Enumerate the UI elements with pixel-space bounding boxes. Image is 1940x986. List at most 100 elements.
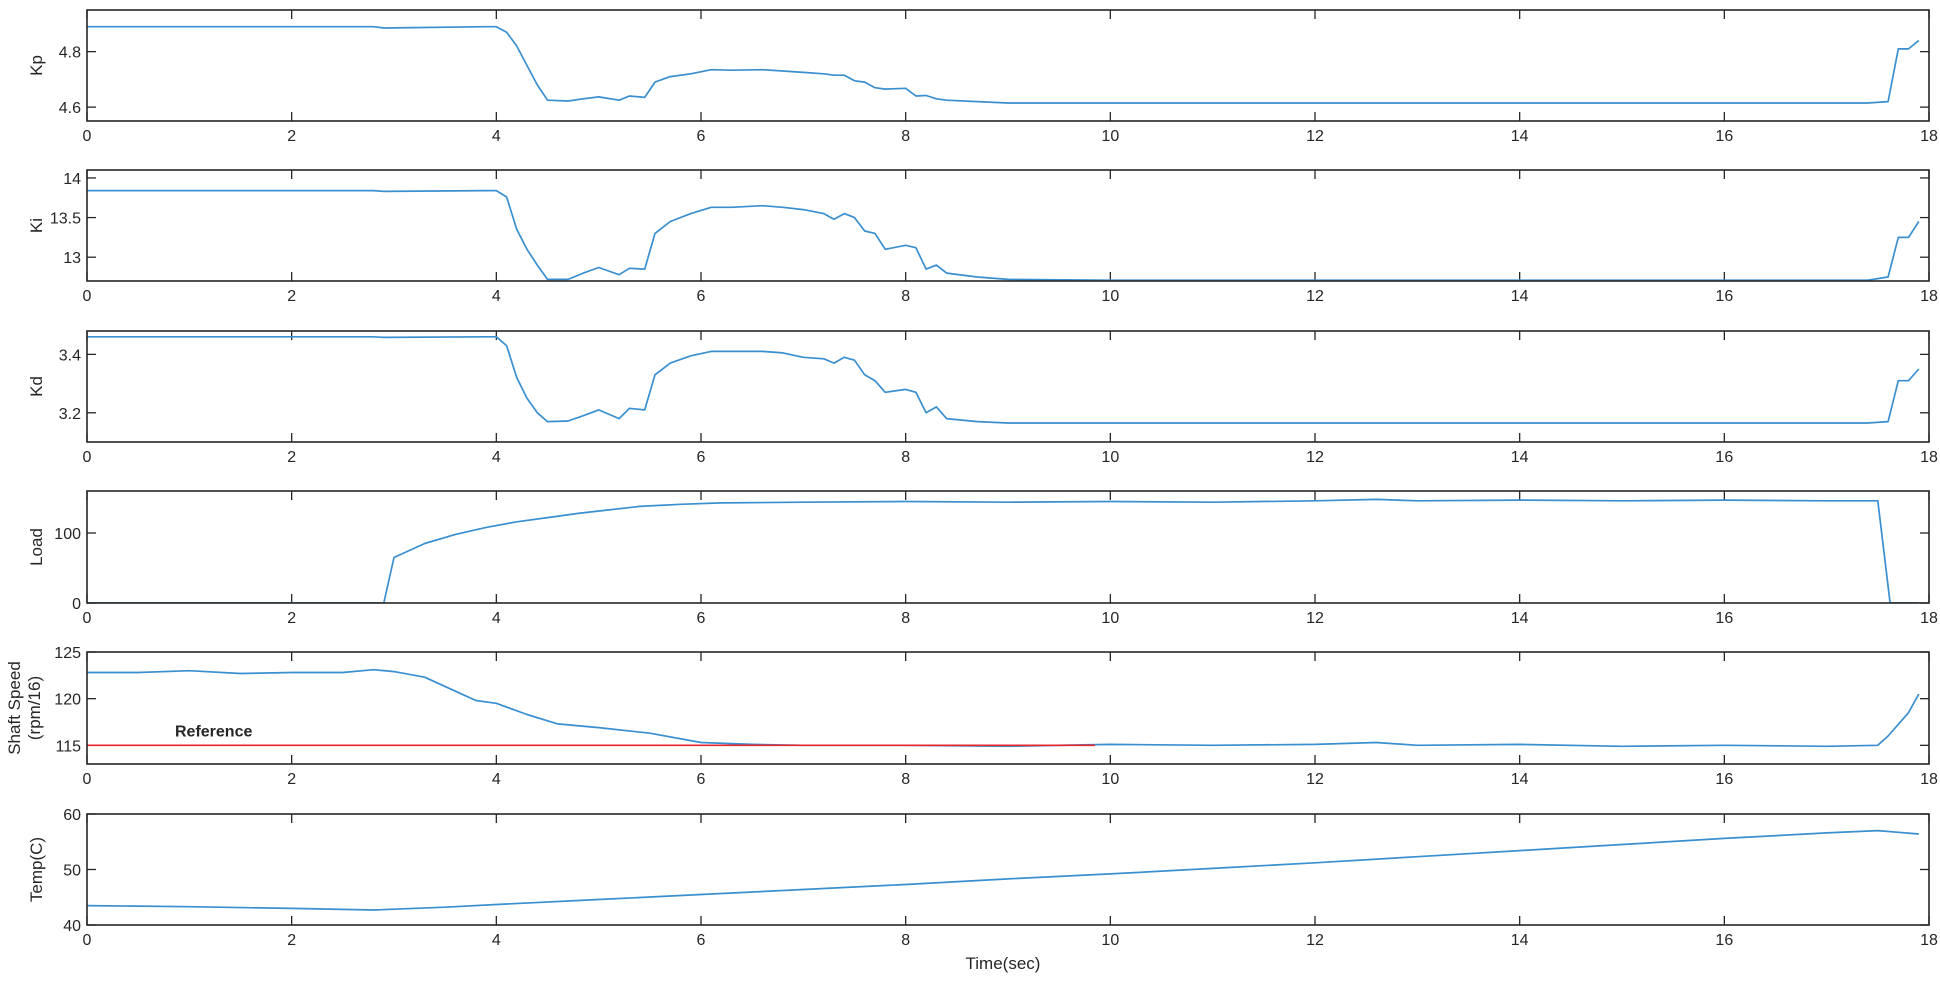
x-tick-label: 16 (1715, 288, 1733, 305)
axes-frame (86, 330, 1930, 443)
y-tick-label: 14 (63, 171, 81, 188)
y-tick-label: 4.6 (59, 100, 81, 117)
x-tick-label: 6 (697, 288, 706, 305)
panel-1: 0 2 4 6 8 10 12 14 16 18 13 13.5 14 Ki (27, 169, 1938, 305)
series-line-0 (87, 498, 1919, 603)
x-tick-label: 18 (1920, 610, 1938, 627)
axes-frame (86, 169, 1930, 282)
x-tick-label: 8 (901, 449, 910, 466)
panel-4: 0 2 4 6 8 10 12 14 16 18 115 120 125 Shaft Speed(rpm/… (5, 645, 1938, 788)
x-tick-label: 14 (1511, 771, 1529, 788)
x-tick-label: 14 (1511, 449, 1529, 466)
x-tick-label: 0 (83, 128, 92, 145)
panel-5: 0 2 4 6 8 10 12 14 16 18 40 50 60 Temp(C) Time(sec) (27, 807, 1938, 973)
x-tick-label: 4 (492, 128, 501, 145)
x-tick-label: 6 (697, 932, 706, 949)
y-tick-label: 125 (54, 645, 81, 662)
x-tick-label: 10 (1101, 449, 1119, 466)
x-tick-label: 2 (287, 610, 296, 627)
x-tick-label: 12 (1306, 610, 1324, 627)
x-tick-label: 8 (901, 610, 910, 627)
x-tick-label: 2 (287, 932, 296, 949)
x-tick-label: 16 (1715, 771, 1733, 788)
x-tick-label: 0 (83, 771, 92, 788)
axes-frame (86, 9, 1930, 122)
y-tick-label: 13.5 (50, 211, 81, 228)
x-tick-label: 14 (1511, 610, 1529, 627)
y-axis-label: Temp(C) (27, 837, 46, 902)
y-tick-label: 115 (55, 738, 81, 755)
series-line-0 (87, 189, 1920, 281)
y-axis-label: Kd (27, 376, 46, 397)
axes-frame (86, 813, 1930, 926)
x-tick-label: 4 (492, 288, 501, 305)
x-tick-label: 18 (1920, 128, 1938, 145)
x-tick-label: 10 (1101, 932, 1119, 949)
x-tick-label: 2 (287, 449, 296, 466)
x-tick-label: 8 (901, 288, 910, 305)
series-line-0 (87, 668, 1920, 748)
y-tick-label: 120 (54, 692, 81, 709)
x-tick-label: 10 (1101, 288, 1119, 305)
x-tick-label: 4 (492, 932, 501, 949)
x-tick-label: 0 (83, 932, 92, 949)
x-tick-label: 4 (492, 771, 501, 788)
x-tick-label: 18 (1920, 288, 1938, 305)
x-tick-label: 12 (1306, 128, 1324, 145)
y-axis-label: Shaft Speed(rpm/16) (5, 661, 44, 755)
x-tick-label: 14 (1511, 932, 1529, 949)
x-axis-label: Time(sec) (966, 954, 1041, 973)
x-tick-label: 0 (83, 449, 92, 466)
y-axis-label: Ki (27, 218, 46, 233)
x-tick-label: 8 (901, 932, 910, 949)
x-tick-label: 10 (1101, 128, 1119, 145)
x-tick-label: 2 (287, 128, 296, 145)
x-tick-label: 4 (492, 610, 501, 627)
x-tick-label: 8 (901, 771, 910, 788)
x-tick-label: 12 (1306, 932, 1324, 949)
x-tick-label: 18 (1920, 449, 1938, 466)
x-tick-label: 18 (1920, 771, 1938, 788)
panel-3: 0 2 4 6 8 10 12 14 16 18 0 100 Load (27, 490, 1938, 627)
series-line-0 (87, 335, 1920, 424)
x-tick-label: 6 (697, 449, 706, 466)
x-tick-label: 16 (1715, 932, 1733, 949)
axes-frame (86, 490, 1930, 604)
y-axis-label: Load (27, 528, 46, 566)
y-tick-label: 3.2 (59, 406, 81, 423)
y-tick-label: 100 (54, 526, 81, 543)
x-tick-label: 12 (1306, 288, 1324, 305)
series-line-0 (87, 829, 1919, 911)
x-tick-label: 14 (1511, 128, 1529, 145)
x-tick-label: 18 (1920, 932, 1938, 949)
x-tick-label: 6 (697, 128, 706, 145)
x-tick-label: 0 (83, 610, 92, 627)
x-tick-label: 6 (697, 771, 706, 788)
x-tick-label: 2 (287, 288, 296, 305)
axes-frame (86, 651, 1930, 765)
panel-0: 0 2 4 6 8 10 12 14 16 18 4.6 4.8 Kp (27, 9, 1938, 145)
x-tick-label: 10 (1101, 610, 1119, 627)
x-tick-label: 14 (1511, 288, 1529, 305)
x-tick-label: 0 (83, 288, 92, 305)
x-tick-label: 4 (492, 449, 501, 466)
y-tick-label: 0 (72, 596, 81, 613)
y-tick-label: 13 (63, 250, 81, 267)
x-tick-label: 16 (1715, 449, 1733, 466)
y-axis-label: Kp (27, 55, 46, 76)
panel-2: 0 2 4 6 8 10 12 14 16 18 3.2 3.4 Kd (27, 330, 1938, 466)
y-tick-label: 50 (63, 863, 81, 880)
x-tick-label: 6 (697, 610, 706, 627)
x-tick-label: 10 (1101, 771, 1119, 788)
x-tick-label: 12 (1306, 771, 1324, 788)
y-tick-label: 4.8 (59, 45, 81, 62)
reference-annotation: Reference (175, 723, 252, 740)
x-tick-label: 16 (1715, 610, 1733, 627)
y-tick-label: 40 (63, 918, 81, 935)
y-tick-label: 60 (63, 807, 81, 824)
x-tick-label: 12 (1306, 449, 1324, 466)
x-tick-label: 16 (1715, 128, 1733, 145)
series-line-0 (87, 25, 1920, 104)
x-tick-label: 2 (287, 771, 296, 788)
